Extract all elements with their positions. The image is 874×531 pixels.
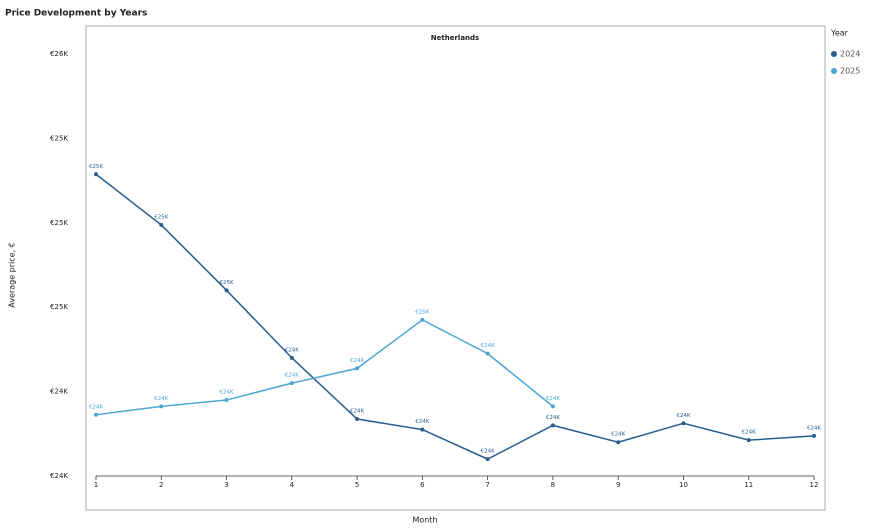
point bbox=[746, 438, 751, 443]
legend-swatch bbox=[831, 51, 837, 57]
x-tick-label: 12 bbox=[810, 481, 819, 489]
point bbox=[550, 404, 555, 409]
value-label: €25K bbox=[89, 164, 103, 170]
y-axis-label: Average price, € bbox=[8, 242, 17, 307]
point bbox=[420, 427, 425, 432]
x-tick-label: 2 bbox=[159, 481, 163, 489]
value-label: €24K bbox=[546, 415, 560, 421]
point bbox=[355, 417, 360, 422]
series-line bbox=[95, 318, 554, 416]
point bbox=[289, 381, 294, 386]
value-label: €24K bbox=[546, 396, 560, 402]
y-tick-label: €26K bbox=[50, 50, 68, 58]
x-tick-label: 11 bbox=[744, 481, 753, 489]
value-label: €24K bbox=[481, 449, 495, 455]
value-label: €24K bbox=[350, 358, 364, 364]
point bbox=[485, 457, 490, 462]
legend-swatch bbox=[831, 68, 837, 74]
y-tick-label: €24K bbox=[50, 472, 68, 480]
value-label: €24K bbox=[350, 409, 364, 415]
x-tick-label: 6 bbox=[420, 481, 425, 489]
point bbox=[94, 412, 98, 417]
chart-title: Price Development by Years bbox=[5, 9, 147, 19]
legend-title: Year bbox=[830, 29, 849, 38]
point bbox=[420, 317, 425, 322]
x-tick-label: 4 bbox=[290, 481, 295, 489]
legend-label: 2025 bbox=[840, 67, 860, 76]
series-line bbox=[95, 173, 815, 460]
point bbox=[224, 398, 229, 403]
x-tick-label: 7 bbox=[485, 481, 489, 489]
point bbox=[159, 222, 164, 227]
x-tick-label: 10 bbox=[679, 481, 688, 489]
x-tick-label: 1 bbox=[94, 481, 98, 489]
point bbox=[812, 433, 816, 438]
value-label: €24K bbox=[415, 419, 429, 425]
value-label: €24K bbox=[89, 404, 103, 410]
value-label: €25K bbox=[415, 309, 429, 315]
point bbox=[681, 421, 686, 426]
y-tick-label: €25K bbox=[50, 303, 68, 311]
point bbox=[616, 440, 621, 445]
x-tick-label: 3 bbox=[224, 481, 228, 489]
point bbox=[485, 351, 490, 356]
point bbox=[289, 355, 294, 360]
legend-label: 2024 bbox=[840, 50, 860, 59]
y-tick-label: €25K bbox=[50, 219, 68, 227]
point bbox=[355, 366, 360, 371]
value-label: €24K bbox=[154, 396, 168, 402]
point bbox=[94, 172, 98, 177]
point bbox=[159, 404, 164, 409]
value-label: €24K bbox=[285, 373, 299, 379]
value-label: €24K bbox=[481, 343, 495, 349]
value-label: €24K bbox=[285, 347, 299, 353]
value-label: €24K bbox=[807, 425, 821, 431]
value-label: €24K bbox=[742, 430, 756, 436]
value-label: €25K bbox=[154, 214, 168, 220]
value-label: €25K bbox=[219, 280, 233, 286]
y-tick-label: €24K bbox=[50, 388, 68, 396]
value-label: €24K bbox=[219, 390, 233, 396]
x-tick-label: 5 bbox=[355, 481, 359, 489]
chart-subtitle: Netherlands bbox=[431, 34, 479, 42]
point bbox=[224, 288, 229, 293]
x-axis-label: Month bbox=[412, 516, 437, 525]
x-tick-label: 8 bbox=[551, 481, 555, 489]
point bbox=[550, 423, 555, 428]
value-label: €24K bbox=[676, 413, 690, 419]
value-label: €24K bbox=[611, 432, 625, 438]
x-tick-label: 9 bbox=[616, 481, 620, 489]
plot-frame bbox=[85, 25, 826, 511]
y-tick-label: €25K bbox=[50, 134, 68, 142]
